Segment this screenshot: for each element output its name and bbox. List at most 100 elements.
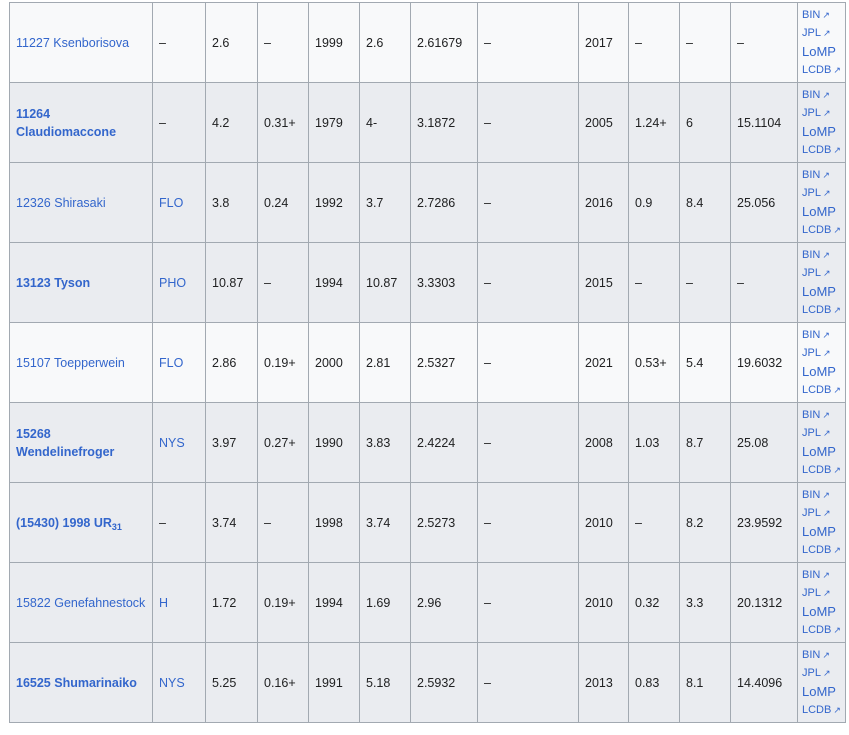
u-cell: 3.3 — [679, 562, 731, 643]
a2-cell: 1.03 — [628, 402, 680, 483]
a2-cell: 0.83 — [628, 642, 680, 723]
u-cell: – — [679, 2, 731, 83]
lomp-link[interactable]: LoMP — [802, 603, 836, 619]
u-cell: 6 — [679, 82, 731, 163]
name-cell: 15107 Toepperwein — [9, 322, 153, 403]
jpl-link[interactable]: JPL ↗ — [802, 27, 831, 39]
asteroid-link[interactable]: 15107 Toepperwein — [16, 355, 125, 370]
jpl-link[interactable]: JPL ↗ — [802, 267, 831, 279]
table-row: 13123 Tyson PHO 10.87–1994 10.87 3.3303–2015… — [9, 242, 846, 323]
jpl-link[interactable]: JPL ↗ — [802, 507, 831, 519]
external-link-icon: ↗ — [822, 89, 830, 100]
name-cell: 15822 Genefahnestock — [9, 562, 153, 643]
lcdb-link[interactable]: LCDB ↗ — [802, 464, 841, 476]
p2-cell: 1.69 — [359, 562, 411, 643]
lomp-link[interactable]: LoMP — [802, 283, 836, 299]
lomp-link[interactable]: LoMP — [802, 123, 836, 139]
external-link-icon: ↗ — [822, 409, 830, 420]
external-link-icon: ↗ — [833, 385, 841, 395]
lcdb-link[interactable]: LCDB ↗ — [802, 224, 841, 236]
lomp-link[interactable]: LoMP — [802, 683, 836, 699]
jpl-link[interactable]: JPL ↗ — [802, 587, 831, 599]
bin-link[interactable]: BIN ↗ — [802, 328, 830, 341]
period-cell: 4.2 — [205, 82, 258, 163]
external-link-icon: ↗ — [822, 348, 831, 358]
asteroid-link[interactable]: 12326 Shirasaki — [16, 195, 106, 210]
jpl-link[interactable]: JPL ↗ — [802, 347, 831, 359]
lcdb-link[interactable]: LCDB ↗ — [802, 384, 841, 396]
group-link[interactable]: H — [159, 595, 169, 610]
period-cell: 2.6 — [205, 2, 258, 83]
external-link-icon: ↗ — [822, 668, 831, 678]
u-cell: 8.4 — [679, 162, 731, 243]
jpl-link[interactable]: JPL ↗ — [802, 107, 831, 119]
bin-link[interactable]: BIN ↗ — [802, 408, 830, 421]
table-row: 12326 Shirasaki FLO 3.8 0.24 1992 3.7 2.7286–2… — [9, 162, 846, 243]
group-link[interactable]: FLO — [159, 195, 184, 210]
a2-cell: 0.9 — [628, 162, 680, 243]
lcdb-link[interactable]: LCDB ↗ — [802, 704, 841, 716]
v1-cell: 2.5327 — [410, 322, 478, 403]
external-link-icon: ↗ — [822, 428, 831, 438]
p2-cell: 2.6 — [359, 2, 411, 83]
lcdb-link[interactable]: LCDB ↗ — [802, 304, 841, 316]
links-cell: BIN ↗ JPL ↗ LoMP LCDB ↗ — [797, 482, 846, 563]
lcdb-link[interactable]: LCDB ↗ — [802, 144, 841, 156]
group-link[interactable]: PHO — [159, 275, 187, 290]
external-link-icon: ↗ — [833, 625, 841, 635]
lomp-link[interactable]: LoMP — [802, 203, 836, 219]
lomp-link[interactable]: LoMP — [802, 43, 836, 59]
year2-cell: 2016 — [578, 162, 629, 243]
asteroid-link[interactable]: 11264 Claudiomaccone — [16, 106, 117, 139]
asteroid-link[interactable]: 15822 Genefahnestock — [16, 595, 146, 610]
bin-link[interactable]: BIN ↗ — [802, 248, 830, 261]
links-cell: BIN ↗ JPL ↗ LoMP LCDB ↗ — [797, 242, 846, 323]
group-cell: NYS — [152, 402, 206, 483]
period-cell: 3.74 — [205, 482, 258, 563]
year2-cell: 2008 — [578, 402, 629, 483]
jpl-link[interactable]: JPL ↗ — [802, 427, 831, 439]
year2-cell: 2021 — [578, 322, 629, 403]
external-link-icon: ↗ — [822, 489, 830, 500]
lomp-link[interactable]: LoMP — [802, 363, 836, 379]
bin-link[interactable]: BIN ↗ — [802, 8, 830, 21]
p2-cell: 10.87 — [359, 242, 411, 323]
jpl-link[interactable]: JPL ↗ — [802, 187, 831, 199]
lomp-link[interactable]: LoMP — [802, 443, 836, 459]
d-cell: 15.1104 — [730, 82, 798, 163]
table-row: 11264 Claudiomaccone –4.2 0.31+ 1979 4- 3.187… — [9, 82, 846, 163]
lightcurve-table: 11227 Ksenborisova –2.6–1999 2.6 2.61679–20… — [9, 2, 846, 723]
u-cell: 8.1 — [679, 642, 731, 723]
bin-link[interactable]: BIN ↗ — [802, 648, 830, 661]
v1-cell: 3.1872 — [410, 82, 478, 163]
asteroid-link[interactable]: (15430) 1998 UR31 — [16, 515, 122, 532]
group-link[interactable]: FLO — [159, 355, 184, 370]
bin-link[interactable]: BIN ↗ — [802, 168, 830, 181]
asteroid-link[interactable]: 13123 Tyson — [16, 275, 91, 290]
note-cell: – — [477, 402, 579, 483]
bin-link[interactable]: BIN ↗ — [802, 568, 830, 581]
year-cell: 1990 — [308, 402, 360, 483]
year-cell: 1991 — [308, 642, 360, 723]
asteroid-link[interactable]: 16525 Shumarinaiko — [16, 675, 137, 690]
jpl-link[interactable]: JPL ↗ — [802, 667, 831, 679]
external-link-icon: ↗ — [833, 465, 841, 475]
links-cell: BIN ↗ JPL ↗ LoMP LCDB ↗ — [797, 2, 846, 83]
asteroid-link[interactable]: 15268 Wendelinefroger — [16, 426, 115, 459]
d-cell: 25.08 — [730, 402, 798, 483]
group-link[interactable]: NYS — [159, 435, 185, 450]
lcdb-link[interactable]: LCDB ↗ — [802, 64, 841, 76]
lcdb-link[interactable]: LCDB ↗ — [802, 544, 841, 556]
group-link[interactable]: NYS — [159, 675, 185, 690]
bin-link[interactable]: BIN ↗ — [802, 488, 830, 501]
lcdb-link[interactable]: LCDB ↗ — [802, 624, 841, 636]
lomp-link[interactable]: LoMP — [802, 523, 836, 539]
external-link-icon: ↗ — [833, 545, 841, 555]
p2-cell: 4- — [359, 82, 411, 163]
period-cell: 3.97 — [205, 402, 258, 483]
asteroid-link[interactable]: 11227 Ksenborisova — [16, 35, 130, 50]
external-link-icon: ↗ — [822, 169, 830, 180]
bin-link[interactable]: BIN ↗ — [802, 88, 830, 101]
year2-cell: 2013 — [578, 642, 629, 723]
u-cell: 8.2 — [679, 482, 731, 563]
